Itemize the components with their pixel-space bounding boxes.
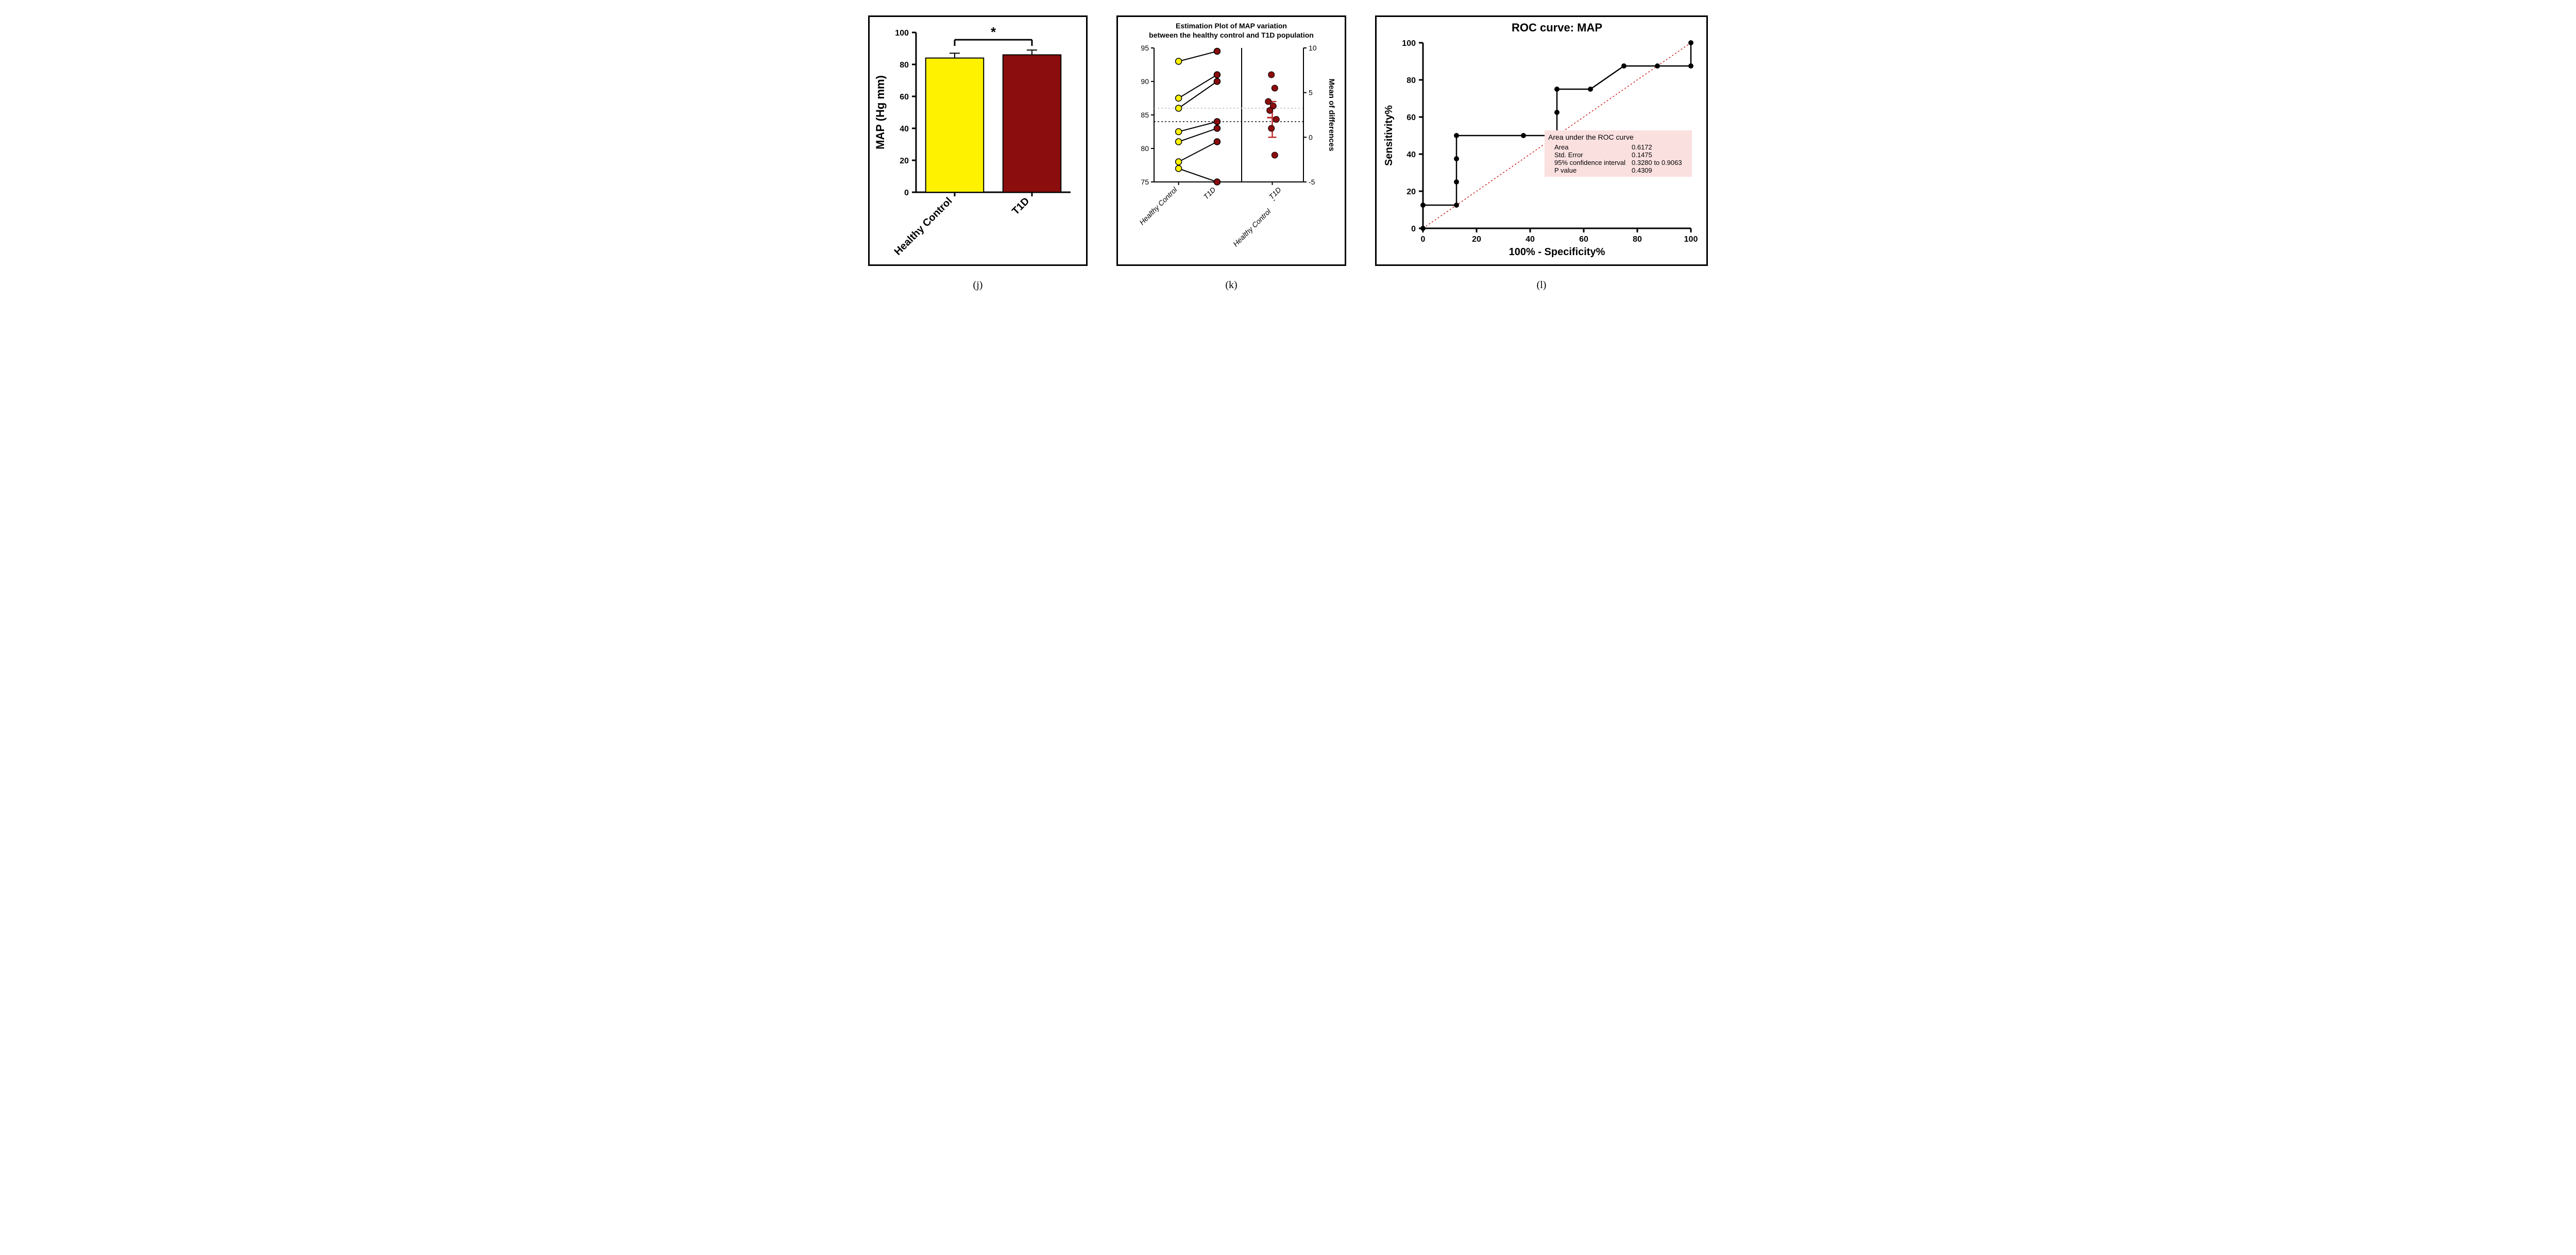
svg-text:95: 95 [1141, 44, 1149, 52]
roc-info-value: 0.6172 [1632, 143, 1688, 151]
roc-info-key: Std. Error [1548, 151, 1632, 159]
svg-text:80: 80 [1406, 76, 1416, 85]
svg-text:60: 60 [1406, 113, 1416, 122]
svg-text:between the healthy control an: between the healthy control and T1D popu… [1149, 31, 1314, 39]
roc-info-value: 0.4309 [1632, 166, 1688, 174]
roc-info-table: Area under the ROC curve Area0.6172Std. … [1545, 130, 1692, 177]
svg-text:T1D: T1D [1202, 186, 1217, 201]
svg-text:Healthy Control: Healthy Control [892, 195, 955, 258]
svg-text:40: 40 [900, 125, 909, 133]
svg-text:Healthy Control: Healthy Control [1231, 207, 1273, 248]
svg-text:100: 100 [1402, 39, 1416, 48]
panel-k: Estimation Plot of MAP variationbetween … [1116, 15, 1346, 266]
svg-text:40: 40 [1526, 235, 1535, 244]
svg-text:0: 0 [1309, 133, 1313, 141]
panel-j-wrap: 0 20 40 60 80 100 MAP (Hg mm) Healthy Control T1… [868, 15, 1088, 291]
roc-info-key: Area [1548, 143, 1632, 151]
svg-text:Mean of differences: Mean of differences [1327, 79, 1336, 152]
panel-j: 0 20 40 60 80 100 MAP (Hg mm) Healthy Control T1… [868, 15, 1088, 266]
panel-l: ROC curve: MAP 0 20 40 60 80 100 0 20 40 60 80 100 10… [1375, 15, 1708, 266]
svg-text:80: 80 [1141, 144, 1149, 153]
roc-info-row: Std. Error0.1475 [1548, 151, 1688, 159]
svg-text:80: 80 [1633, 235, 1642, 244]
svg-text:60: 60 [900, 93, 909, 102]
roc-info-key: P value [1548, 166, 1632, 174]
roc-info-value: 0.1475 [1632, 151, 1688, 159]
svg-text:*: * [991, 24, 996, 40]
svg-text:MAP (Hg mm): MAP (Hg mm) [874, 75, 887, 149]
svg-text:80: 80 [900, 61, 909, 70]
roc-info-value: 0.3280 to 0.9063 [1632, 159, 1688, 166]
panel-k-wrap: Estimation Plot of MAP variationbetween … [1116, 15, 1346, 291]
svg-text:100: 100 [1684, 235, 1698, 244]
estimation-plot-svg: Estimation Plot of MAP variationbetween … [1118, 17, 1345, 264]
svg-text:ROC curve: MAP: ROC curve: MAP [1512, 21, 1602, 34]
svg-text:Sensitivity%: Sensitivity% [1383, 105, 1395, 166]
roc-info-row: P value0.4309 [1548, 166, 1688, 174]
svg-text:0: 0 [1421, 235, 1426, 244]
svg-text:Healthy Control: Healthy Control [1138, 185, 1179, 226]
figure-row: 020406080100MAP (Hg mm)Healthy ControlT1… [15, 15, 2561, 291]
svg-text:60: 60 [1579, 235, 1588, 244]
svg-text:100: 100 [895, 29, 909, 38]
svg-text:75: 75 [1141, 178, 1149, 186]
svg-text:Estimation Plot of MAP variati: Estimation Plot of MAP variation [1176, 22, 1287, 30]
roc-info-row: 95% confidence interval0.3280 to 0.9063 [1548, 159, 1688, 166]
svg-text:0: 0 [1411, 225, 1416, 233]
svg-text:T1D: T1D [1267, 186, 1283, 201]
svg-text:20: 20 [1406, 188, 1416, 196]
svg-text:5: 5 [1309, 89, 1313, 97]
roc-info-row: Area0.6172 [1548, 143, 1688, 151]
svg-text:T1D: T1D [1010, 195, 1031, 217]
svg-text:10: 10 [1309, 44, 1317, 52]
panel-j-caption: (j) [973, 279, 983, 291]
panel-l-wrap: ROC curve: MAP 0 20 40 60 80 100 0 20 40 60 80 100 10… [1375, 15, 1708, 291]
roc-info-header: Area under the ROC curve [1548, 133, 1688, 141]
svg-text:20: 20 [1472, 235, 1481, 244]
roc-info-key: 95% confidence interval [1548, 159, 1632, 166]
svg-text:40: 40 [1406, 150, 1416, 159]
svg-text:85: 85 [1141, 111, 1149, 119]
svg-text:0: 0 [904, 189, 909, 197]
bar-chart-svg: 0 20 40 60 80 100 MAP (Hg mm) Healthy Control T1… [870, 17, 1086, 264]
svg-text:-5: -5 [1309, 178, 1315, 186]
svg-text:90: 90 [1141, 77, 1149, 86]
svg-text:100% - Specificity%: 100% - Specificity% [1509, 246, 1605, 258]
panel-l-caption: (l) [1537, 279, 1547, 291]
panel-k-caption: (k) [1225, 279, 1237, 291]
svg-text:20: 20 [900, 157, 909, 165]
